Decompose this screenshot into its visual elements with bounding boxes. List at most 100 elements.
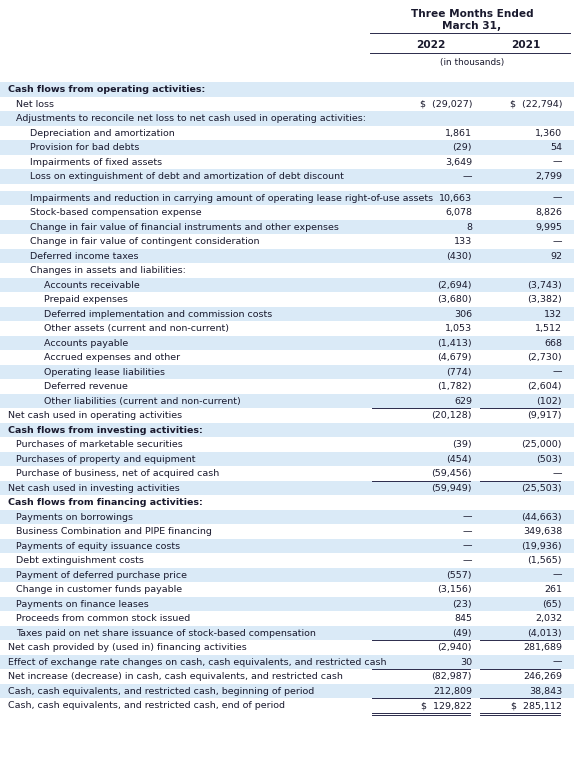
Text: Cash flows from investing activities:: Cash flows from investing activities: [8,425,203,435]
Bar [0,422,574,437]
Text: Adjustments to reconcile net loss to net cash used in operating activities:: Adjustments to reconcile net loss to net… [16,114,366,123]
Text: (3,680): (3,680) [437,295,472,304]
Text: Payments of equity issuance costs: Payments of equity issuance costs [16,541,180,551]
Text: 845: 845 [454,614,472,623]
Text: 1,512: 1,512 [535,324,562,333]
Text: —: — [463,512,472,521]
Text: (4,013): (4,013) [528,628,562,637]
Text: 10,663: 10,663 [439,194,472,203]
Text: 2021: 2021 [511,40,541,50]
Text: Depreciation and amortization: Depreciation and amortization [30,128,174,137]
Text: —: — [553,237,562,246]
Bar [0,495,574,509]
Text: (430): (430) [447,252,472,260]
Text: (39): (39) [452,440,472,449]
Text: (49): (49) [452,628,472,637]
Text: 2022: 2022 [416,40,445,50]
Text: 246,269: 246,269 [523,672,562,681]
Text: (102): (102) [537,396,562,406]
Text: (774): (774) [447,368,472,376]
Bar [0,509,574,524]
Bar [0,220,574,234]
Text: Deferred implementation and commission costs: Deferred implementation and commission c… [44,310,272,319]
Text: (9,917): (9,917) [528,411,562,420]
Text: (65): (65) [542,600,562,608]
Text: Purchases of property and equipment: Purchases of property and equipment [16,455,196,464]
Bar [0,97,574,111]
Text: Accounts receivable: Accounts receivable [44,280,139,290]
Text: (2,730): (2,730) [528,353,562,362]
Text: March 31,: March 31, [443,21,502,31]
Text: 629: 629 [454,396,472,406]
Text: Net cash provided by (used in) financing activities: Net cash provided by (used in) financing… [8,643,247,652]
Bar [0,263,574,277]
Text: Cash flows from operating activities:: Cash flows from operating activities: [8,85,205,94]
Text: $  (22,794): $ (22,794) [510,100,562,108]
Bar [0,553,574,568]
Text: 133: 133 [454,237,472,246]
Text: Purchase of business, net of acquired cash: Purchase of business, net of acquired ca… [16,469,219,478]
Bar [0,350,574,365]
Text: $  285,112: $ 285,112 [511,701,562,710]
Bar [0,568,574,582]
Text: (19,936): (19,936) [521,541,562,551]
Text: 30: 30 [460,657,472,667]
Text: Three Months Ended: Three Months Ended [410,9,533,19]
Text: (23): (23) [452,600,472,608]
Text: 1,360: 1,360 [535,128,562,137]
Bar [0,684,574,698]
Bar [0,481,574,495]
Text: —: — [463,527,472,536]
Text: Proceeds from common stock issued: Proceeds from common stock issued [16,614,190,623]
Text: 1,053: 1,053 [445,324,472,333]
Text: Payment of deferred purchase price: Payment of deferred purchase price [16,571,187,580]
Bar [0,292,574,306]
Text: (4,679): (4,679) [437,353,472,362]
Bar [0,125,574,140]
Bar [0,184,574,190]
Text: (3,156): (3,156) [437,585,472,594]
Text: Impairments and reduction in carrying amount of operating lease right-of-use ass: Impairments and reduction in carrying am… [30,194,433,203]
Text: (44,663): (44,663) [521,512,562,521]
Bar [0,111,574,125]
Text: Other liabilities (current and non-current): Other liabilities (current and non-curre… [44,396,241,406]
Bar [0,365,574,379]
Text: —: — [553,194,562,203]
Text: Net cash used in operating activities: Net cash used in operating activities [8,411,182,420]
Text: (1,565): (1,565) [528,556,562,565]
Text: —: — [463,172,472,181]
Text: Changes in assets and liabilities:: Changes in assets and liabilities: [30,266,186,275]
Bar [0,306,574,321]
Text: (2,604): (2,604) [528,382,562,391]
Text: Accounts payable: Accounts payable [44,339,128,348]
Bar [0,640,574,654]
Text: Payments on finance leases: Payments on finance leases [16,600,149,608]
Text: (59,456): (59,456) [432,469,472,478]
Text: 212,809: 212,809 [433,687,472,696]
Text: —: — [463,541,472,551]
Text: 349,638: 349,638 [523,527,562,536]
Text: 54: 54 [550,143,562,152]
Text: Loss on extinguishment of debt and amortization of debt discount: Loss on extinguishment of debt and amort… [30,172,344,181]
Text: —: — [553,157,562,167]
Text: Provision for bad debts: Provision for bad debts [30,143,139,152]
Bar [0,466,574,481]
Text: Deferred income taxes: Deferred income taxes [30,252,138,260]
Text: 38,843: 38,843 [529,687,562,696]
Text: 6,078: 6,078 [445,208,472,217]
Bar [0,249,574,263]
Text: 92: 92 [550,252,562,260]
Text: Impairments of fixed assets: Impairments of fixed assets [30,157,162,167]
Bar [0,437,574,452]
Text: $  (29,027): $ (29,027) [420,100,472,108]
Bar [0,190,574,205]
Text: (20,128): (20,128) [432,411,472,420]
Text: (25,000): (25,000) [522,440,562,449]
Text: 1,861: 1,861 [445,128,472,137]
Text: (454): (454) [447,455,472,464]
Text: 261: 261 [544,585,562,594]
Text: (1,782): (1,782) [437,382,472,391]
Text: (503): (503) [536,455,562,464]
Text: $  129,822: $ 129,822 [421,701,472,710]
Text: Cash, cash equivalents, and restricted cash, beginning of period: Cash, cash equivalents, and restricted c… [8,687,314,696]
